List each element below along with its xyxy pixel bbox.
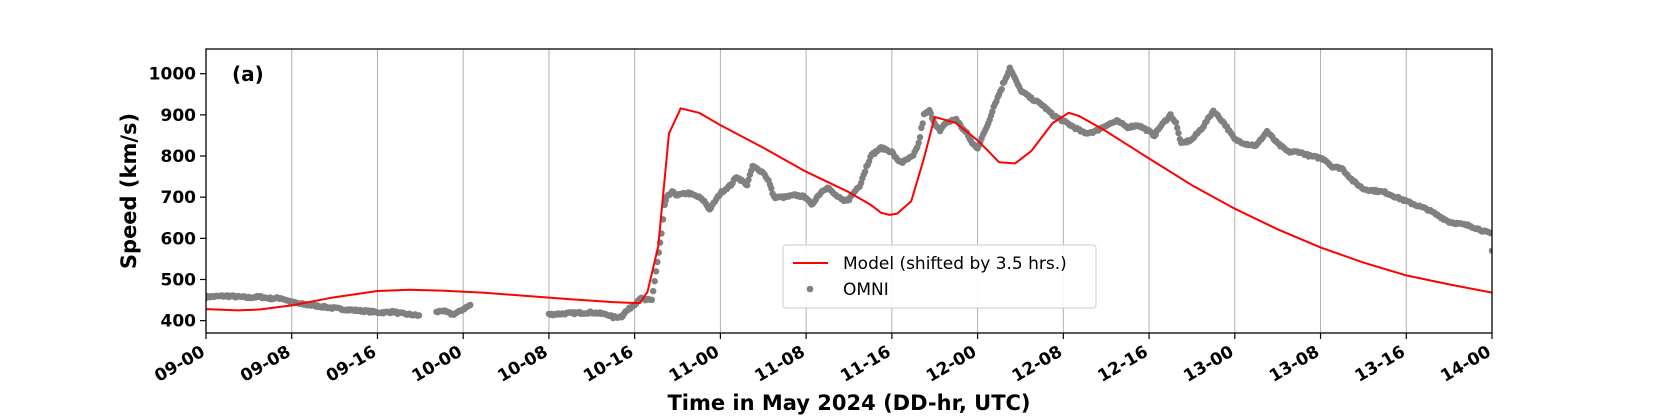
x-tick-label: 09-00 [151, 342, 208, 387]
x-tick-label: 09-08 [237, 342, 294, 387]
omni-point [998, 86, 1005, 93]
omni-point [857, 179, 865, 187]
model-series [206, 107, 1492, 312]
omni-point [916, 134, 924, 141]
omni-point [745, 176, 752, 183]
y-axis-label: Speed (km/s) [117, 113, 141, 269]
y-tick-label: 800 [161, 147, 197, 167]
x-axis-label: Time in May 2024 (DD-hr, UTC) [667, 391, 1030, 415]
x-axis: 09-00 09-08 09-16 10-00 10-08 10-16 11-00 11-08… [151, 333, 1495, 387]
plot-frame [205, 48, 1493, 334]
omni-point [861, 168, 869, 175]
omni-point [467, 301, 474, 309]
omni-point [648, 296, 655, 303]
x-tick-label: 10-00 [409, 342, 466, 387]
y-tick-label: 400 [161, 312, 197, 332]
omni-point [652, 268, 660, 275]
legend-omni-swatch [806, 285, 814, 293]
omni-point [989, 108, 996, 115]
omni-point [1487, 230, 1492, 237]
omni-point [651, 278, 658, 285]
x-tick-label: 11-00 [666, 342, 723, 387]
model-line [206, 107, 1492, 312]
omni-point [919, 120, 926, 127]
y-tick-label: 500 [161, 270, 197, 290]
x-tick-label: 12-16 [1094, 342, 1151, 387]
omni-point [415, 312, 423, 319]
x-tick-label: 11-16 [837, 342, 894, 387]
x-tick-label: 13-00 [1180, 342, 1237, 387]
omni-point [1175, 129, 1182, 137]
omni-point [1488, 247, 1492, 254]
legend-omni-label: OMNI [843, 280, 889, 300]
x-tick-label: 13-08 [1266, 342, 1323, 387]
panel-label: (a) [232, 62, 264, 86]
x-tick-label: 13-16 [1352, 342, 1409, 387]
y-axis: 400 500 600 700 800 900 1000 [149, 65, 206, 332]
omni-point [927, 109, 934, 117]
omni-point [744, 182, 751, 189]
legend: Model (shifted by 3.5 hrs.) OMNI [782, 244, 1097, 309]
omni-point [915, 139, 922, 146]
omni-point [650, 287, 657, 295]
x-tick-label: 12-00 [923, 342, 980, 387]
omni-point [1172, 119, 1180, 126]
omni-point [1174, 124, 1181, 132]
x-tick-label: 11-08 [752, 342, 809, 387]
x-tick-label: 10-16 [580, 342, 637, 387]
y-tick-label: 700 [161, 188, 197, 208]
y-tick-label: 1000 [149, 65, 196, 85]
x-tick-label: 14-00 [1437, 342, 1494, 387]
x-tick-label: 12-08 [1009, 342, 1066, 387]
omni-point [768, 185, 775, 192]
x-tick-label: 09-16 [323, 342, 380, 387]
y-tick-label: 900 [161, 106, 197, 126]
legend-frame [782, 244, 1097, 309]
y-tick-label: 600 [161, 229, 197, 249]
legend-model-label: Model (shifted by 3.5 hrs.) [843, 254, 1067, 274]
x-tick-label: 10-08 [494, 342, 551, 387]
